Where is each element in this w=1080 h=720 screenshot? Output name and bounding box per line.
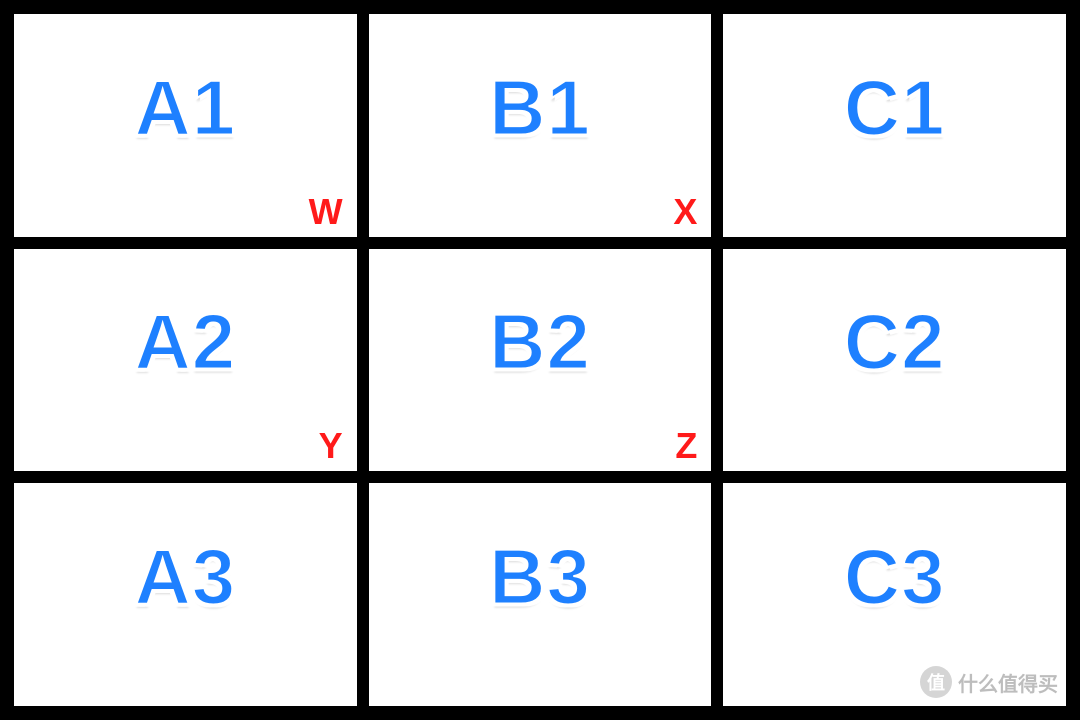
cell-main-label: B1: [489, 62, 591, 153]
cell-a2: A2 Y: [8, 243, 363, 478]
cell-main-label: A1: [134, 62, 236, 153]
cell-main-label: A2: [134, 297, 236, 388]
cell-a1: A1 W: [8, 8, 363, 243]
cell-corner-label: W: [309, 191, 343, 233]
cell-main-label: A3: [134, 531, 236, 622]
cell-c2: C2: [717, 243, 1072, 478]
cell-main-label: C1: [844, 62, 946, 153]
cell-c1: C1: [717, 8, 1072, 243]
cell-b3: B3: [363, 477, 718, 712]
cell-a3: A3: [8, 477, 363, 712]
cell-corner-label: X: [673, 191, 697, 233]
cell-corner-label: Z: [675, 425, 697, 467]
cell-corner-label: Y: [319, 425, 343, 467]
cell-main-label: B2: [489, 297, 591, 388]
grid-3x3: A1 W B1 X C1 A2 Y B2 Z C2 A3 B3 C3 值 什么值…: [0, 0, 1080, 720]
cell-main-label: C2: [844, 297, 946, 388]
cell-main-label: C3: [844, 531, 946, 622]
cell-c3: C3: [717, 477, 1072, 712]
cell-main-label: B3: [489, 531, 591, 622]
cell-b2: B2 Z: [363, 243, 718, 478]
cell-b1: B1 X: [363, 8, 718, 243]
